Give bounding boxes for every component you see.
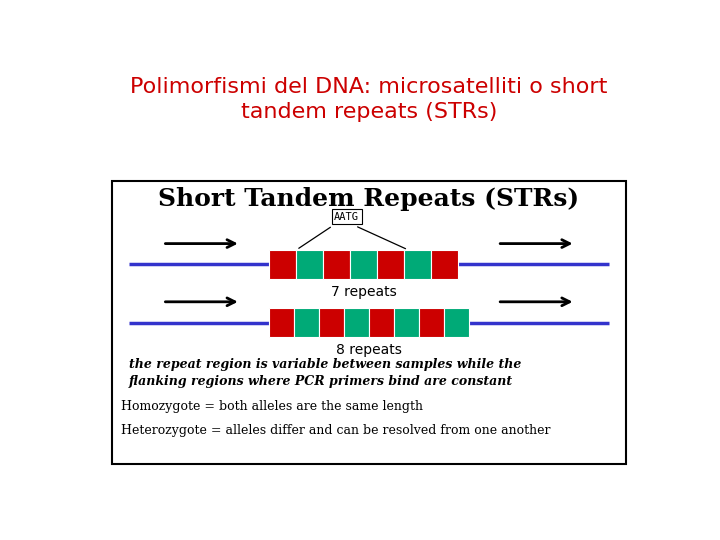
Text: 7 repeats: 7 repeats: [330, 285, 396, 299]
Bar: [319, 308, 344, 337]
Bar: [323, 250, 350, 279]
Text: Polimorfismi del DNA: microsatelliti o short
tandem repeats (STRs): Polimorfismi del DNA: microsatelliti o s…: [130, 77, 608, 122]
Text: the repeat region is variable between samples while the: the repeat region is variable between sa…: [129, 358, 521, 371]
FancyBboxPatch shape: [112, 181, 626, 464]
Bar: [404, 250, 431, 279]
Bar: [344, 308, 369, 337]
Bar: [296, 250, 323, 279]
Bar: [350, 250, 377, 279]
Bar: [431, 250, 459, 279]
Bar: [444, 308, 469, 337]
Bar: [269, 308, 294, 337]
Text: AATG: AATG: [334, 212, 359, 221]
Bar: [419, 308, 444, 337]
Bar: [269, 250, 296, 279]
Text: Heterozygote = alleles differ and can be resolved from one another: Heterozygote = alleles differ and can be…: [121, 424, 550, 437]
Text: flanking regions where PCR primers bind are constant: flanking regions where PCR primers bind …: [129, 375, 513, 388]
Text: 8 repeats: 8 repeats: [336, 343, 402, 357]
Bar: [394, 308, 419, 337]
Bar: [369, 308, 394, 337]
Bar: [294, 308, 319, 337]
Bar: [377, 250, 404, 279]
Text: Homozygote = both alleles are the same length: Homozygote = both alleles are the same l…: [121, 400, 423, 413]
Text: Short Tandem Repeats (STRs): Short Tandem Repeats (STRs): [158, 187, 580, 212]
